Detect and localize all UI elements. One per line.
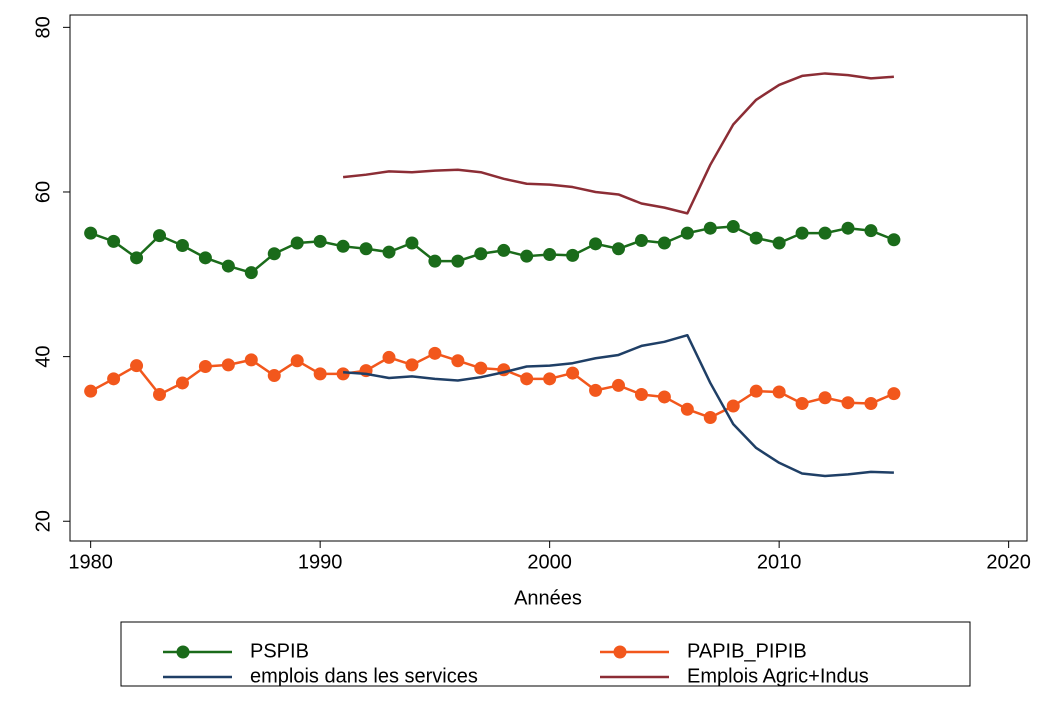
point — [336, 239, 350, 253]
legend-label: Emplois Agric+Indus — [687, 665, 869, 687]
point — [405, 236, 419, 250]
point — [703, 411, 717, 425]
point — [543, 372, 557, 386]
point — [818, 226, 832, 240]
x-tick-label: 2020 — [986, 551, 1031, 573]
point — [84, 384, 98, 398]
legend-label: PAPIB_PIPIB — [687, 640, 807, 662]
point — [795, 226, 809, 240]
x-tick-label: 1980 — [68, 551, 113, 573]
point — [267, 369, 281, 383]
point — [244, 266, 258, 280]
point — [198, 251, 212, 265]
plot-frame — [69, 14, 1028, 542]
point — [634, 387, 648, 401]
legend — [120, 621, 971, 687]
point — [589, 383, 603, 397]
y-tick-label: 20 — [32, 510, 54, 532]
point — [795, 397, 809, 411]
point — [175, 238, 189, 252]
legend-marker — [613, 645, 627, 659]
point — [657, 390, 671, 404]
point — [221, 259, 235, 273]
point — [153, 229, 167, 243]
point — [726, 399, 740, 413]
point — [107, 234, 121, 248]
point — [566, 366, 580, 380]
point — [703, 221, 717, 235]
point — [634, 234, 648, 248]
point — [313, 367, 327, 381]
series-line — [90, 225, 895, 274]
point — [497, 243, 511, 257]
point — [382, 350, 396, 364]
point — [405, 358, 419, 372]
x-tick-label: 1990 — [298, 551, 343, 573]
point — [772, 385, 786, 399]
point — [864, 397, 878, 411]
x-tick-label: 2010 — [757, 551, 802, 573]
point — [382, 245, 396, 259]
x-axis-label: Années — [514, 587, 582, 609]
point — [451, 354, 465, 368]
series-line — [342, 72, 894, 215]
point — [451, 254, 465, 268]
point — [313, 234, 327, 248]
point — [130, 359, 144, 373]
legend-marker — [176, 645, 190, 659]
point — [290, 236, 304, 250]
point — [680, 402, 694, 416]
point — [84, 226, 98, 240]
point — [887, 387, 901, 401]
point — [520, 249, 534, 263]
point — [772, 236, 786, 250]
point — [474, 361, 488, 375]
series-line — [343, 333, 894, 478]
point — [153, 387, 167, 401]
point — [841, 396, 855, 410]
point — [336, 367, 350, 381]
point — [107, 372, 121, 386]
series-line — [90, 352, 895, 419]
x-tick-label: 2000 — [527, 551, 572, 573]
point — [841, 221, 855, 235]
point — [749, 231, 763, 245]
point — [611, 378, 625, 392]
point — [680, 226, 694, 240]
legend-label: emplois dans les services — [250, 665, 478, 687]
point — [221, 358, 235, 372]
point — [130, 251, 144, 265]
y-tick-label: 60 — [32, 181, 54, 203]
point — [589, 237, 603, 251]
point — [267, 247, 281, 261]
point — [520, 372, 534, 386]
point — [749, 384, 763, 398]
point — [474, 247, 488, 261]
point — [175, 376, 189, 390]
point — [657, 236, 671, 250]
point — [428, 254, 442, 268]
legend-label: PSPIB — [250, 640, 309, 662]
point — [244, 353, 258, 367]
point — [726, 220, 740, 234]
y-tick-label: 80 — [32, 16, 54, 38]
point — [887, 233, 901, 247]
point — [198, 359, 212, 373]
point — [611, 242, 625, 256]
point — [428, 346, 442, 360]
point — [543, 248, 557, 262]
point — [818, 391, 832, 405]
point — [566, 248, 580, 262]
point — [864, 224, 878, 238]
point — [290, 354, 304, 368]
y-tick-label: 40 — [32, 345, 54, 367]
point — [359, 242, 373, 256]
